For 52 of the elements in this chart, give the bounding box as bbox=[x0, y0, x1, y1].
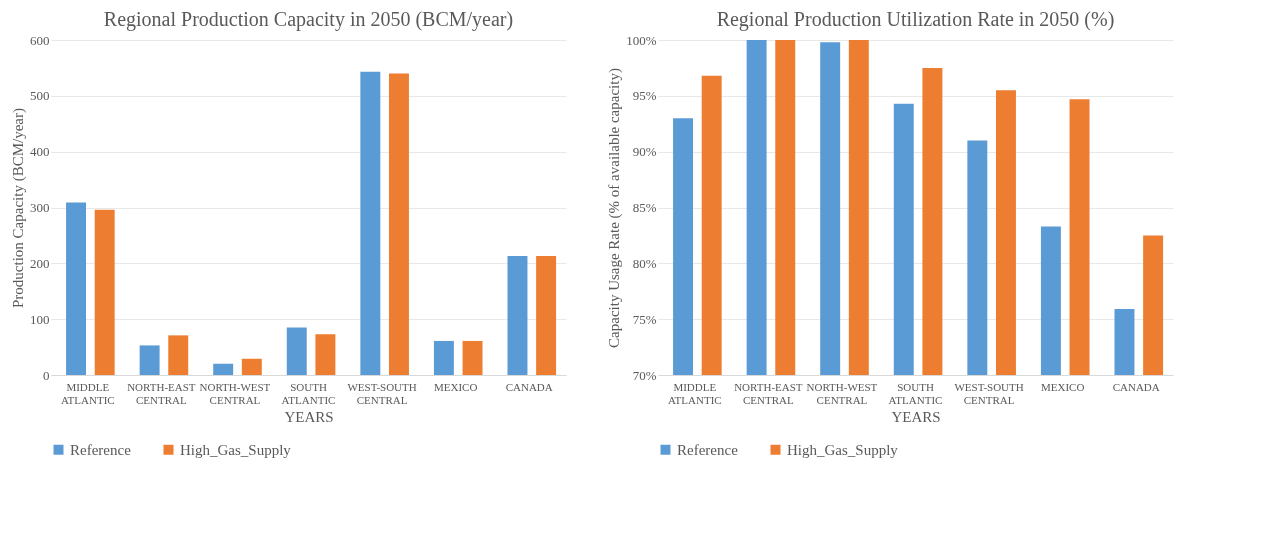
x-tick-label: NORTH-EAST CENTRAL bbox=[127, 380, 196, 406]
y-tick-label: 80% bbox=[632, 255, 657, 271]
bar bbox=[168, 335, 189, 375]
bar bbox=[433, 340, 454, 375]
y-tick-label: 85% bbox=[632, 200, 657, 215]
bar bbox=[507, 256, 528, 375]
bar bbox=[536, 256, 557, 375]
x-tick-label: MIDDLE ATLANTIC bbox=[667, 380, 722, 406]
bar bbox=[94, 209, 115, 375]
x-tick-label: WEST-SOUTH CENTRAL bbox=[954, 380, 1024, 406]
bar bbox=[213, 363, 234, 375]
y-tick-label: 75% bbox=[632, 311, 657, 327]
bar bbox=[462, 340, 483, 375]
x-tick-label: CANADA bbox=[505, 380, 553, 393]
legend-label: Reference bbox=[70, 441, 132, 458]
y-tick-label: 400 bbox=[30, 144, 50, 160]
x-tick-label: WEST-SOUTH CENTRAL bbox=[347, 380, 417, 406]
bar bbox=[388, 73, 409, 375]
x-tick-label: MIDDLE ATLANTIC bbox=[60, 380, 115, 406]
bar bbox=[315, 334, 336, 375]
chart-title: Regional Production Utilization Rate in 2050 (%) bbox=[716, 8, 1115, 31]
x-axis-title: YEARS bbox=[891, 408, 941, 425]
x-tick-label: MEXICO bbox=[1040, 380, 1085, 393]
y-tick-label: 200 bbox=[30, 255, 50, 271]
legend-label: High_Gas_Supply bbox=[787, 441, 899, 458]
legend-label: High_Gas_Supply bbox=[180, 441, 292, 458]
y-tick-label: 300 bbox=[30, 200, 50, 215]
x-tick-label: SOUTH ATLANTIC bbox=[888, 380, 943, 406]
y-tick-label: 100 bbox=[30, 311, 50, 327]
y-tick-label: 100% bbox=[626, 32, 657, 48]
x-tick-label: NORTH-EAST CENTRAL bbox=[734, 380, 803, 406]
y-tick-label: 90% bbox=[632, 144, 657, 160]
x-tick-label: NORTH-WEST CENTRAL bbox=[199, 380, 271, 406]
bar bbox=[286, 327, 307, 375]
chart-title: Regional Production Capacity in 2050 (BCM/year) bbox=[103, 8, 514, 31]
y-tick-label: 70% bbox=[632, 367, 657, 383]
x-axis-title: YEARS bbox=[284, 408, 334, 425]
y-tick-label: 600 bbox=[30, 32, 50, 48]
bar bbox=[360, 71, 381, 375]
y-axis-title: Production Capacity (BCM/year) bbox=[10, 108, 27, 308]
y-axis-title: Capacity Usage Rate (% of available capacity) bbox=[606, 68, 624, 348]
y-tick-label: 500 bbox=[30, 88, 50, 104]
bar bbox=[139, 345, 160, 375]
legend-label: Reference bbox=[677, 441, 739, 458]
bar bbox=[66, 202, 87, 375]
y-tick-label: 95% bbox=[632, 88, 657, 104]
x-tick-label: MEXICO bbox=[433, 380, 478, 393]
x-tick-label: NORTH-WEST CENTRAL bbox=[806, 380, 878, 406]
x-tick-label: CANADA bbox=[1112, 380, 1160, 393]
bar bbox=[241, 358, 262, 375]
y-tick-label: 0 bbox=[43, 367, 50, 383]
x-tick-label: SOUTH ATLANTIC bbox=[281, 380, 336, 406]
